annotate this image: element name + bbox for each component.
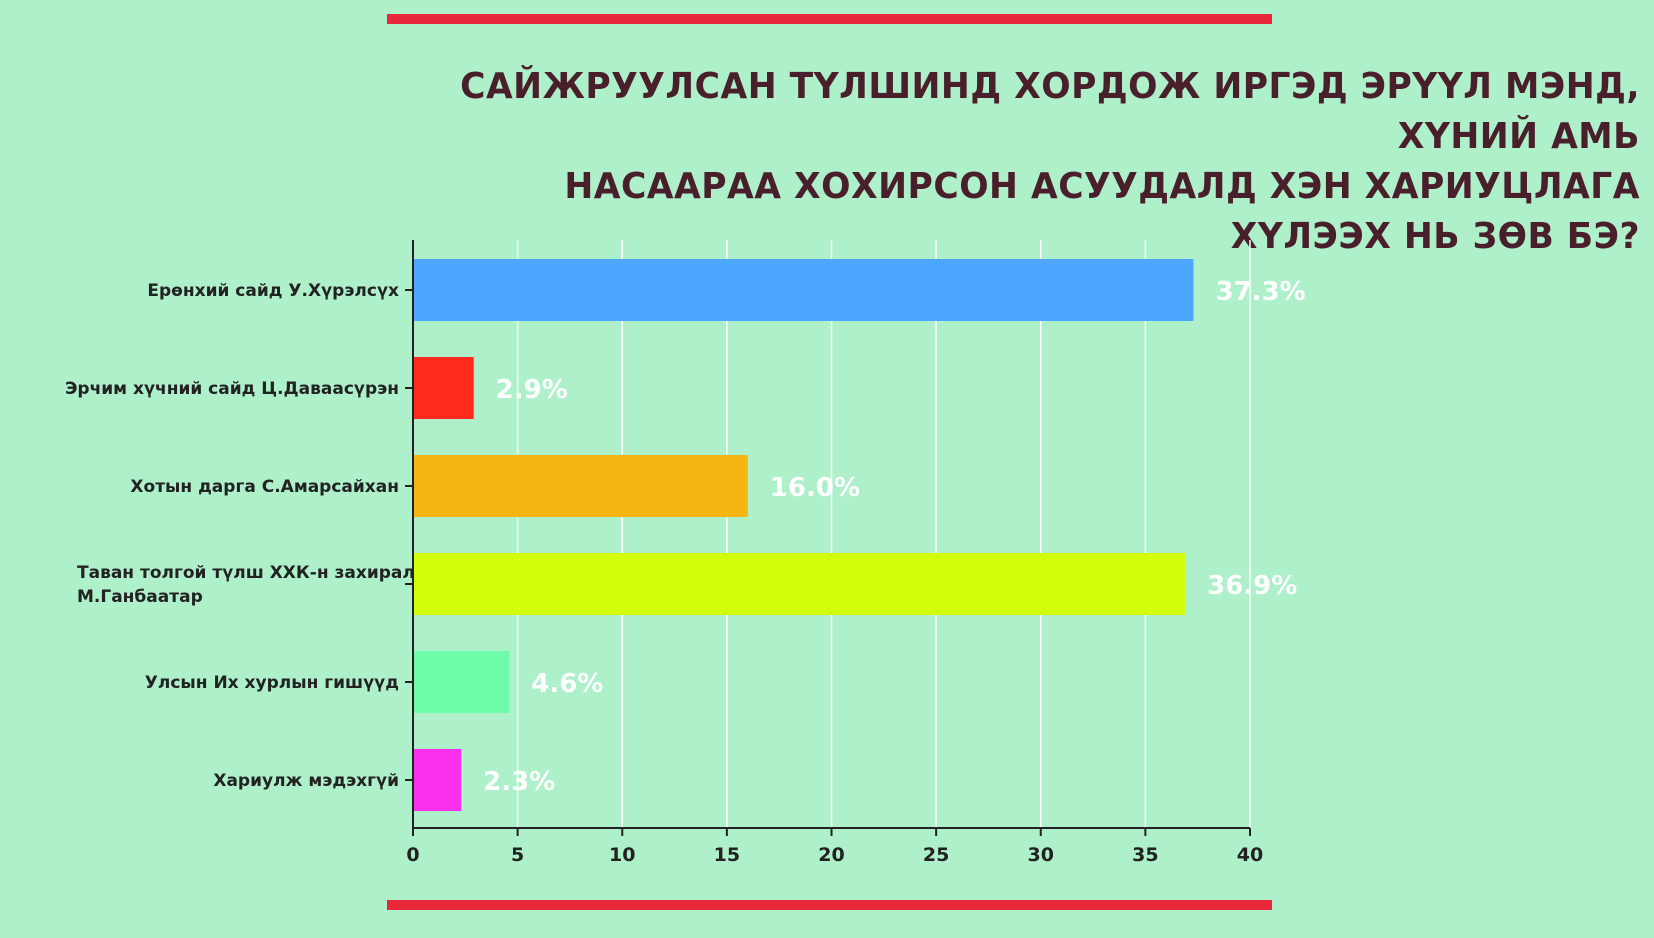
category-label-3-line-1: Хотын дарга С.Амарсайхан bbox=[130, 477, 399, 497]
x-tick-label-20: 20 bbox=[818, 844, 844, 866]
bar-1 bbox=[413, 259, 1194, 321]
chart-title-line-2: НАСААРАА ХОХИРСОН АСУУДАЛД ХЭН ХАРИУЦЛАГ… bbox=[564, 166, 1640, 257]
chart-axes bbox=[405, 240, 1251, 836]
value-label-5: 4.6% bbox=[531, 669, 603, 699]
chart-title-line-1: САЙЖРУУЛСАН ТҮЛШИНД ХОРДОЖ ИРГЭД ЭРҮҮЛ М… bbox=[460, 66, 1640, 157]
x-tick-label-10: 10 bbox=[609, 844, 635, 866]
category-label-3: Хотын дарга С.Амарсайхан bbox=[130, 477, 399, 497]
x-tick-label-15: 15 bbox=[714, 844, 740, 866]
chart-grid bbox=[516, 240, 1251, 828]
chart-bars bbox=[413, 259, 1194, 811]
x-tick-label-40: 40 bbox=[1237, 844, 1263, 866]
value-label-4: 36.9% bbox=[1207, 571, 1297, 601]
x-tick-label-5: 5 bbox=[511, 844, 524, 866]
bar-3 bbox=[413, 455, 748, 517]
x-tick-label-30: 30 bbox=[1028, 844, 1054, 866]
chart-title: САЙЖРУУЛСАН ТҮЛШИНД ХОРДОЖ ИРГЭД ЭРҮҮЛ М… bbox=[450, 62, 1640, 262]
bottom-accent-rule bbox=[387, 900, 1272, 910]
category-label-2-line-1: Эрчим хүчний сайд Ц.Даваасүрэн bbox=[65, 379, 399, 399]
category-label-1: Ерөнхий сайд У.Хүрэлсүх bbox=[147, 281, 399, 301]
category-label-6-line-1: Хариулж мэдэхгүй bbox=[213, 771, 399, 791]
x-tick-label-0: 0 bbox=[406, 844, 419, 866]
category-label-5-line-1: Улсын Их хурлын гишүүд bbox=[145, 673, 399, 693]
x-tick-label-35: 35 bbox=[1132, 844, 1158, 866]
value-label-2: 2.9% bbox=[496, 375, 568, 405]
bar-6 bbox=[413, 749, 462, 811]
bar-2 bbox=[413, 357, 474, 419]
category-label-5: Улсын Их хурлын гишүүд bbox=[145, 673, 399, 693]
top-accent-rule bbox=[387, 14, 1272, 24]
bar-4 bbox=[413, 553, 1186, 615]
category-label-4: Таван толгой түлш ХХК-н захирал М.Ганбаат… bbox=[77, 563, 415, 607]
category-label-6: Хариулж мэдэхгүй bbox=[213, 771, 399, 791]
value-label-3: 16.0% bbox=[770, 473, 860, 503]
value-label-1: 37.3% bbox=[1216, 277, 1306, 307]
x-tick-label-25: 25 bbox=[923, 844, 949, 866]
bar-5 bbox=[413, 651, 510, 713]
category-label-4-line-2: М.Ганбаатар bbox=[77, 587, 203, 607]
value-label-6: 2.3% bbox=[483, 767, 555, 797]
category-label-2: Эрчим хүчний сайд Ц.Даваасүрэн bbox=[65, 379, 399, 399]
category-label-1-line-1: Ерөнхий сайд У.Хүрэлсүх bbox=[147, 281, 399, 301]
category-label-4-line-1: Таван толгой түлш ХХК-н захирал bbox=[77, 563, 415, 583]
chart-labels: 0 5 10 15 20 25 30 35 40 Ерөнхий сайд У.Хүрэлсүх 3… bbox=[65, 277, 1306, 866]
